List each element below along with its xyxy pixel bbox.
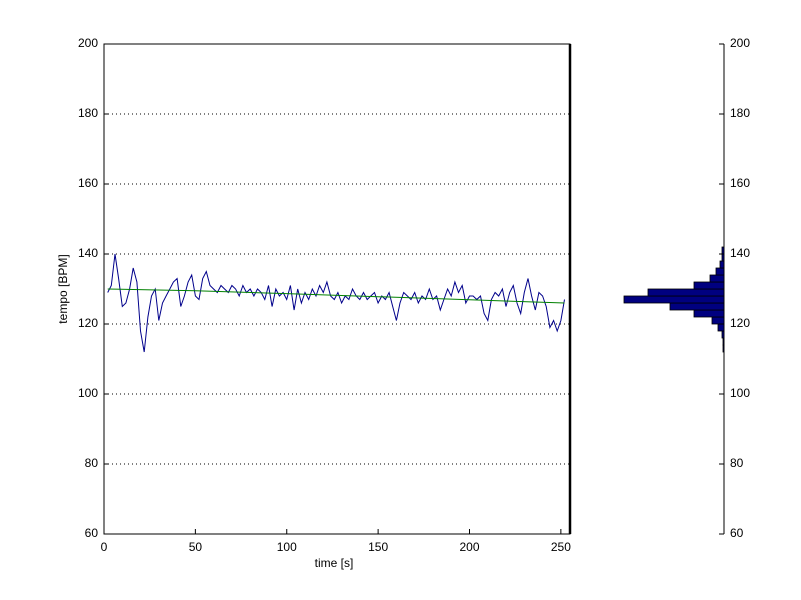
y-tick-label: 160 (730, 176, 750, 190)
y-tick-label: 80 (730, 456, 744, 470)
y-tick-label: 80 (85, 456, 99, 470)
y-tick-label: 120 (730, 316, 750, 330)
hist-bar (722, 337, 725, 346)
y-tick-label: 140 (78, 246, 98, 260)
hist-bar (693, 309, 725, 318)
x-tick-label: 200 (459, 540, 479, 554)
y-tick-label: 140 (730, 246, 750, 260)
x-axis-label: time [s] (315, 556, 354, 570)
y-tick-label: 200 (730, 36, 750, 50)
series-line (107, 288, 565, 304)
main-axes-box (103, 43, 571, 535)
x-tick-label: 150 (368, 540, 388, 554)
hist-bar (623, 295, 725, 304)
x-tick-label: 50 (189, 540, 203, 554)
hist-bar (719, 260, 725, 269)
x-tick-label: 250 (551, 540, 571, 554)
hist-bar (709, 274, 725, 283)
hist-bar (711, 316, 725, 325)
y-tick-label: 100 (78, 386, 98, 400)
x-tick-label: 0 (101, 540, 108, 554)
y-tick-label: 200 (78, 36, 98, 50)
hist-bar (721, 330, 725, 339)
y-tick-label: 100 (730, 386, 750, 400)
hist-bar (715, 267, 725, 276)
hist-bar (647, 288, 725, 297)
hist-bar (722, 344, 725, 353)
hist-bar (717, 323, 725, 332)
series-line (107, 253, 565, 353)
hist-bar (693, 281, 725, 290)
y-tick-label: 120 (78, 316, 98, 330)
hist-bar (669, 302, 725, 311)
hist-bar (721, 246, 725, 255)
y-tick-label: 60 (730, 526, 744, 540)
y-tick-label: 180 (730, 106, 750, 120)
y-axis-label: tempo [BPM] (56, 254, 70, 323)
y-tick-label: 60 (85, 526, 99, 540)
y-tick-label: 180 (78, 106, 98, 120)
y-tick-label: 160 (78, 176, 98, 190)
hist-bar (721, 253, 725, 262)
x-tick-label: 100 (277, 540, 297, 554)
